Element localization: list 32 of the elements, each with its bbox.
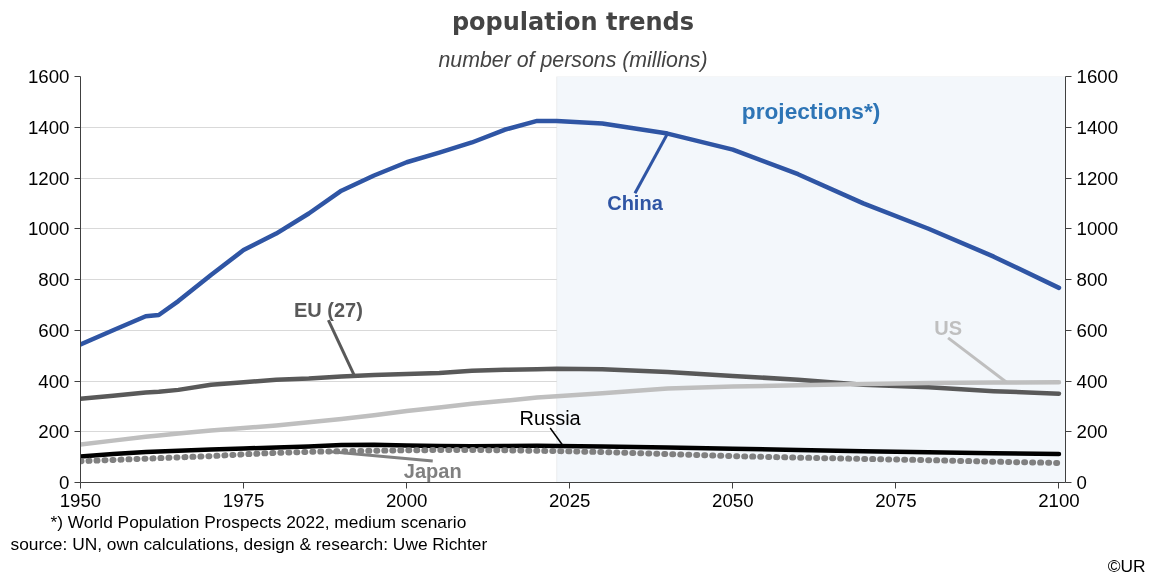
text: US [934, 316, 962, 339]
x-tick-label: 2050 [712, 489, 754, 511]
source-note: source: UN, own calculations, design & research: Uwe Richter [10, 533, 488, 554]
y2-tick-label: 1600 [1076, 66, 1119, 87]
y-tick-label: 1400 [28, 116, 70, 138]
series-label: Japan [403, 460, 462, 483]
y-tick-label: 600 [38, 319, 70, 341]
x-tick-label: 2000 [385, 489, 428, 511]
y-tick-label: 1600 [28, 66, 70, 87]
y2-tick-label: 1000 [1076, 218, 1119, 240]
y-tick-label: 800 [38, 269, 70, 290]
y2-tick-label: 200 [1076, 421, 1108, 443]
chart-subtitle: number of persons (millions) [438, 47, 708, 72]
y-tick-label: 1000 [28, 218, 70, 240]
text: *) World Population Prospects 2022, medium scenario [50, 511, 467, 532]
band-label: projections*) [741, 98, 881, 125]
x-tick-label: 2025 [548, 489, 591, 511]
y-tick-label: 200 [38, 421, 70, 443]
text: China [607, 192, 664, 215]
chart-title: population trends [451, 7, 695, 36]
text: ©UR [1107, 555, 1146, 576]
y2-tick-label: 800 [1076, 269, 1108, 290]
y-tick-label: 400 [38, 370, 70, 392]
y-tick-label: 1200 [28, 167, 70, 189]
y2-tick-label: 600 [1076, 319, 1108, 341]
text: EU (27) [293, 298, 363, 321]
series-label: Russia [519, 406, 582, 429]
y2-tick-label: 400 [1076, 370, 1108, 392]
y2-tick-label: 1200 [1076, 167, 1119, 189]
y2-tick-label: 1400 [1076, 116, 1119, 138]
x-tick-label: 2075 [875, 489, 917, 511]
x-tick-label: 1975 [222, 489, 265, 511]
